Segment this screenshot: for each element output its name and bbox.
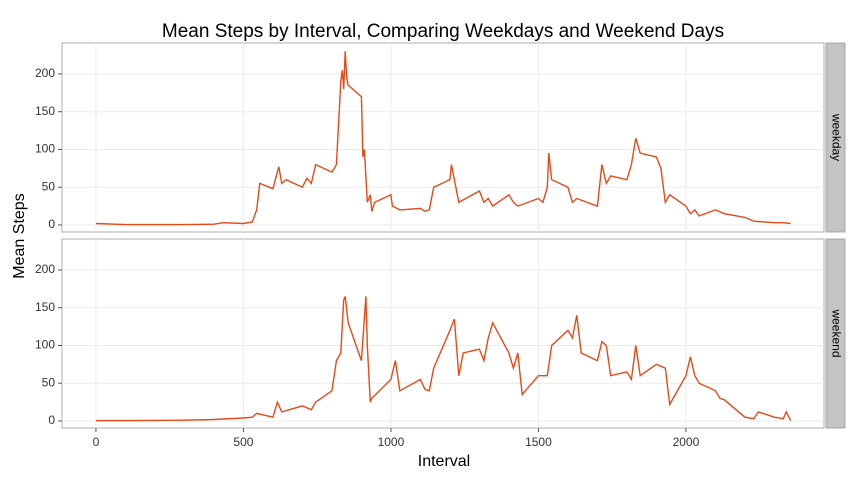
y-tick-label: 200	[35, 66, 55, 80]
strip-label: weekend	[829, 308, 843, 357]
y-tick-label: 150	[35, 300, 55, 314]
data-line	[95, 296, 792, 422]
data-line	[95, 51, 791, 226]
y-tick-label: 50	[42, 375, 56, 389]
y-tick-label: 150	[35, 104, 55, 118]
y-tick-label: 100	[35, 338, 55, 352]
panel	[61, 238, 825, 429]
x-tick-label: 0	[93, 435, 100, 449]
x-tick-label: 2000	[673, 435, 700, 449]
strip-label: weekday	[829, 113, 843, 161]
chart-title: Mean Steps by Interval, Comparing Weekda…	[162, 21, 724, 42]
y-tick-label: 100	[35, 142, 55, 156]
x-axis-label: Interval	[418, 453, 470, 470]
strip	[825, 238, 846, 429]
panel	[61, 42, 825, 233]
x-tick-label: 500	[233, 435, 253, 449]
y-tick-label: 50	[42, 179, 56, 193]
y-tick-label: 0	[48, 217, 55, 231]
x-tick-label: 1000	[378, 435, 405, 449]
y-tick-label: 200	[35, 262, 55, 276]
strip	[825, 42, 846, 233]
x-tick-label: 1500	[525, 435, 552, 449]
y-axis-label: Mean Steps	[11, 193, 28, 278]
y-tick-label: 0	[48, 413, 55, 427]
